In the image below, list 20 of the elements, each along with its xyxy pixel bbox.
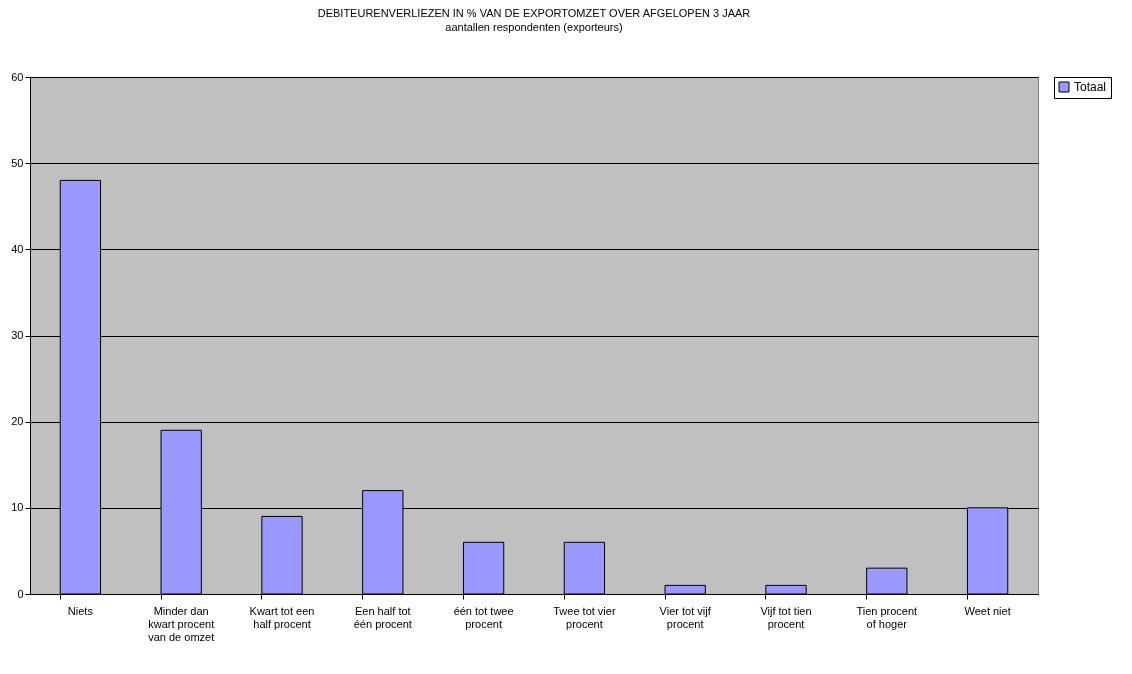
y-tick-label: 30: [11, 329, 24, 341]
x-tick-label: Weet niet: [964, 604, 1011, 617]
x-tick-label: Een half tot één procent: [353, 604, 412, 630]
chart-subtitle: aantallen respondenten (exporteurs): [445, 21, 623, 33]
x-tick-label: één tot twee procent: [453, 604, 514, 630]
x-tick-label: Kwart tot een half procent: [249, 604, 315, 630]
x-tick-label: Vijf tot tien procent: [760, 604, 812, 630]
x-tick-label: Niets: [67, 604, 94, 617]
y-tick-label: 50: [11, 156, 24, 169]
legend-label: Totaal: [1074, 80, 1107, 94]
x-tick-label: Minder dan kwart procent van de omzet: [148, 604, 215, 643]
y-tick-label: 10: [11, 501, 24, 514]
chart-title: DEBITEURENVERLIEZEN IN % VAN DE EXPORTOMZET OVER AFGELOPEN 3 JAAR: [317, 7, 751, 19]
y-tick-label: 0: [17, 587, 24, 600]
y-tick-label: 20: [11, 415, 24, 428]
y-tick-label: 60: [11, 70, 24, 83]
x-tick-label: Vier tot vijf procent: [659, 604, 712, 630]
x-tick-label: Twee tot vier procent: [553, 604, 616, 630]
x-tick-label: Tien procent of hoger: [856, 604, 918, 630]
y-tick-label: 40: [11, 242, 24, 255]
